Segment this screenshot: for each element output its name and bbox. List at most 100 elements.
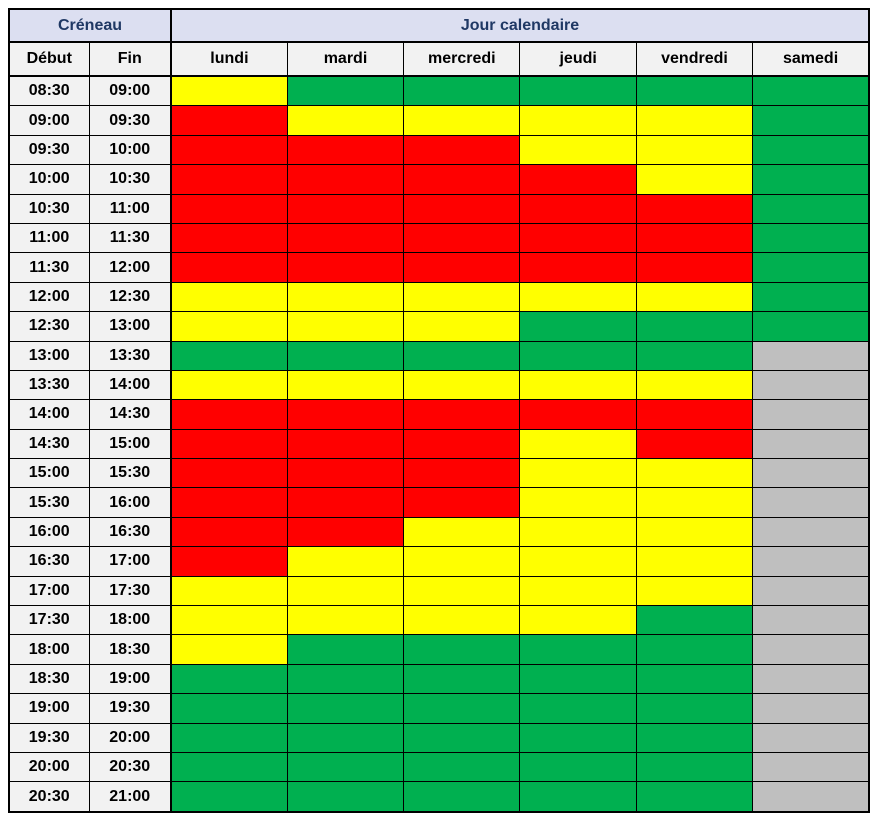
status-cell-mercredi [403,311,521,342]
time-end-cell: 13:30 [88,340,172,371]
status-cell-jeudi [519,340,637,371]
status-cell-mardi [286,164,405,195]
status-cell-mercredi [403,428,521,460]
time-end-cell: 13:00 [88,311,172,342]
time-end-cell: 16:30 [88,516,172,548]
table-row: 12:00 12:30 [8,281,870,313]
time-start-cell: 10:00 [8,164,90,195]
status-cell-jeudi [519,399,637,430]
column-header-fin: Fin [88,41,172,77]
status-cell-mardi [286,134,405,166]
status-cell-mardi [286,487,405,518]
table-row: 09:00 09:30 [8,105,870,136]
time-start-cell: 11:30 [8,252,90,283]
status-cell-vendredi [635,340,754,371]
status-cell-samedi [752,281,870,313]
status-cell-jeudi [519,605,637,636]
status-cell-vendredi [635,369,754,401]
status-cell-samedi [752,222,870,254]
status-cell-mardi [286,281,405,313]
time-end-cell: 14:00 [88,369,172,401]
status-cell-samedi [752,781,870,813]
table-row: 20:00 20:30 [8,751,870,783]
status-cell-mardi [286,399,405,430]
status-cell-mardi [286,75,405,107]
jour-calendaire-group-header: Jour calendaire [170,8,870,43]
status-cell-jeudi [519,222,637,254]
status-cell-samedi [752,546,870,577]
status-cell-mardi [286,546,405,577]
time-start-cell: 10:30 [8,193,90,224]
status-cell-mardi [286,634,405,665]
status-cell-vendredi [635,605,754,636]
status-cell-vendredi [635,781,754,813]
status-cell-samedi [752,458,870,489]
table-row: 20:30 21:00 [8,781,870,813]
time-start-cell: 08:30 [8,75,90,107]
status-cell-samedi [752,252,870,283]
status-cell-samedi [752,134,870,166]
status-cell-mercredi [403,487,521,518]
status-cell-samedi [752,516,870,548]
status-cell-vendredi [635,105,754,136]
table-row: 18:00 18:30 [8,634,870,665]
status-cell-vendredi [635,575,754,607]
status-cell-jeudi [519,751,637,783]
time-start-cell: 19:00 [8,693,90,724]
time-end-cell: 09:30 [88,105,172,136]
time-end-cell: 10:00 [88,134,172,166]
time-start-cell: 13:00 [8,340,90,371]
time-end-cell: 16:00 [88,487,172,518]
time-end-cell: 20:30 [88,751,172,783]
time-start-cell: 17:00 [8,575,90,607]
status-cell-mercredi [403,575,521,607]
status-cell-samedi [752,634,870,665]
status-cell-lundi [169,281,288,313]
status-cell-mercredi [403,458,521,489]
status-cell-lundi [169,751,288,783]
time-start-cell: 15:30 [8,487,90,518]
status-cell-samedi [752,164,870,195]
table-row: 11:30 12:00 [8,252,870,283]
status-cell-mercredi [403,663,521,695]
column-header-debut: Début [8,41,90,77]
status-cell-mercredi [403,281,521,313]
status-cell-vendredi [635,399,754,430]
time-end-cell: 10:30 [88,164,172,195]
time-start-cell: 20:30 [8,781,90,813]
time-start-cell: 16:00 [8,516,90,548]
time-end-cell: 12:30 [88,281,172,313]
status-cell-mardi [286,722,405,753]
status-cell-lundi [169,105,288,136]
time-start-cell: 09:00 [8,105,90,136]
schedule-sheet: Créneau Jour calendaire Début Fin lundi … [8,8,870,813]
table-row: 11:00 11:30 [8,222,870,254]
status-cell-samedi [752,751,870,783]
time-end-cell: 18:30 [88,634,172,665]
status-cell-lundi [169,399,288,430]
time-start-cell: 13:30 [8,369,90,401]
time-end-cell: 15:30 [88,458,172,489]
status-cell-mardi [286,193,405,224]
status-cell-mardi [286,751,405,783]
status-cell-jeudi [519,634,637,665]
creneau-group-header: Créneau [8,8,172,43]
status-cell-mercredi [403,75,521,107]
status-cell-mercredi [403,340,521,371]
status-cell-mardi [286,458,405,489]
table-row: 13:00 13:30 [8,340,870,371]
time-end-cell: 21:00 [88,781,172,813]
status-cell-vendredi [635,428,754,460]
table-row: 16:00 16:30 [8,516,870,548]
status-cell-lundi [169,487,288,518]
status-cell-mercredi [403,516,521,548]
status-cell-mercredi [403,751,521,783]
status-cell-lundi [169,193,288,224]
time-end-cell: 19:00 [88,663,172,695]
time-start-cell: 18:00 [8,634,90,665]
status-cell-jeudi [519,281,637,313]
status-cell-samedi [752,75,870,107]
table-row: 14:30 15:00 [8,428,870,460]
status-cell-lundi [169,663,288,695]
status-cell-lundi [169,340,288,371]
